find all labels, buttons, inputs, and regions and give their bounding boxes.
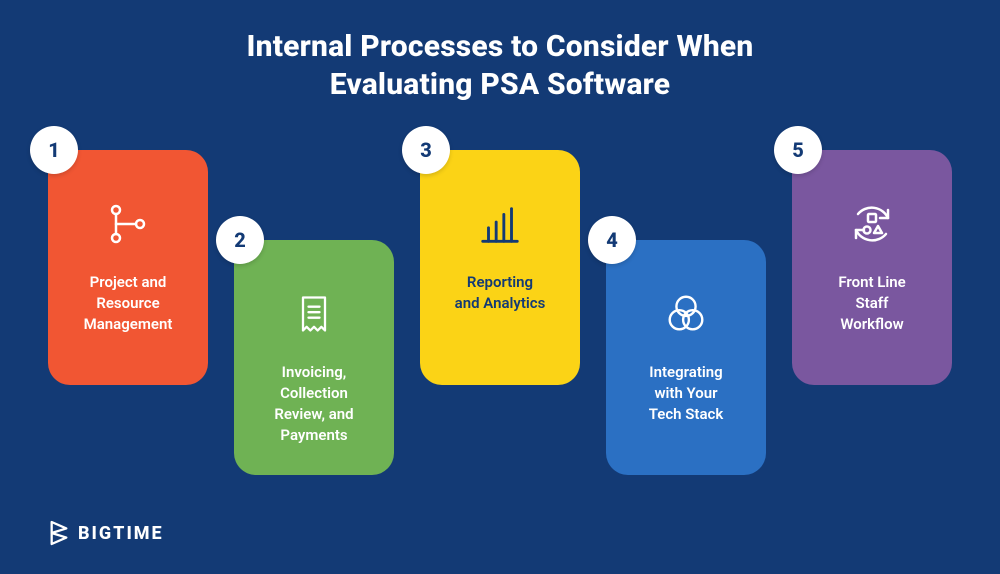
card-label-4: Integrating with Your Tech Stack: [649, 362, 724, 425]
infographic-canvas: Internal Processes to Consider When Eval…: [0, 0, 1000, 574]
card-4: Integrating with Your Tech Stack: [606, 240, 766, 475]
card-wrap-2: 2 Invoicing, Collection Review, and Paym…: [234, 240, 394, 475]
card-badge-5: 5: [774, 126, 822, 174]
brand-logo: BIGTIME: [48, 520, 164, 546]
receipt-icon: [288, 288, 340, 340]
card-badge-1: 1: [30, 126, 78, 174]
cards-row: 1 Project and Resource Management 2: [48, 150, 952, 490]
card-badge-3: 3: [402, 126, 450, 174]
card-badge-2: 2: [216, 216, 264, 264]
card-3: Reporting and Analytics: [420, 150, 580, 385]
card-label-5: Front Line Staff Workflow: [838, 272, 905, 335]
card-5: Front Line Staff Workflow: [792, 150, 952, 385]
branch-icon: [102, 198, 154, 250]
card-label-2: Invoicing, Collection Review, and Paymen…: [274, 362, 353, 446]
card-1: Project and Resource Management: [48, 150, 208, 385]
card-wrap-1: 1 Project and Resource Management: [48, 150, 208, 385]
card-wrap-3: 3 Reporting and Analytics: [420, 150, 580, 385]
brand-logo-icon: [48, 520, 70, 546]
workflow-cycle-icon: [846, 198, 898, 250]
page-title: Internal Processes to Consider When Eval…: [0, 28, 1000, 103]
card-wrap-4: 4 Integrating with Your Tech Stack: [606, 240, 766, 475]
card-label-1: Project and Resource Management: [84, 272, 173, 335]
card-wrap-5: 5 Front Line Staff Workflow: [792, 150, 952, 385]
venn-icon: [660, 288, 712, 340]
bar-chart-icon: [474, 198, 526, 250]
brand-logo-text: BIGTIME: [78, 523, 164, 544]
card-label-3: Reporting and Analytics: [455, 272, 546, 314]
card-badge-4: 4: [588, 216, 636, 264]
card-2: Invoicing, Collection Review, and Paymen…: [234, 240, 394, 475]
